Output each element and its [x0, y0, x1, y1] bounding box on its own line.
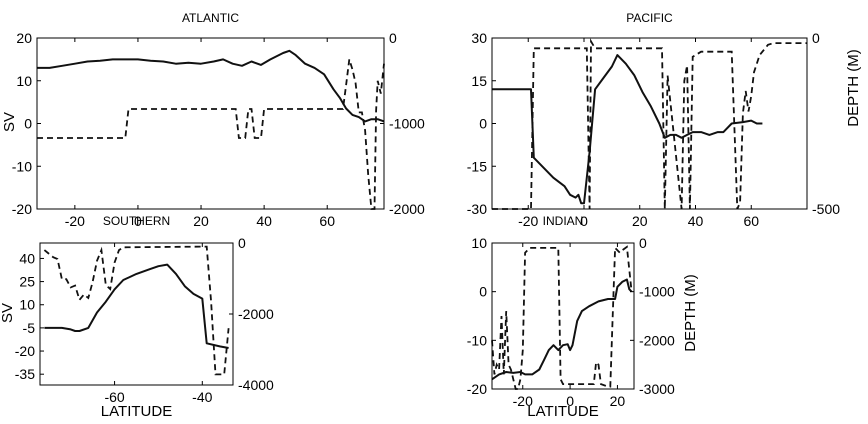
- southern-x-tick-label: -60: [104, 389, 124, 405]
- atlantic-y-tick-label: -10: [12, 158, 32, 174]
- southern-y-tick-label: 40: [19, 250, 35, 266]
- pacific-depth-line: [492, 38, 807, 210]
- atlantic-transport-line: [37, 49, 385, 123]
- atlantic-depth-line: [37, 59, 385, 210]
- atlantic-x-tick-label: 40: [256, 213, 272, 229]
- pacific-y-tick-label: 30: [471, 30, 487, 46]
- pacific-y-tick-label: -30: [467, 201, 487, 217]
- atlantic-y-tick-label: 0: [24, 116, 32, 132]
- southern-y-tick-label: 25: [19, 274, 35, 290]
- pacific-x-tick-label: 0: [580, 213, 588, 229]
- pacific-y-tick-label: -15: [467, 158, 487, 174]
- pacific-x-tick-label: 60: [743, 213, 759, 229]
- southern-y-tick-label: -20: [15, 343, 35, 359]
- southern-y-tick-label: -35: [15, 366, 35, 382]
- indian-y-tick-label: 10: [471, 235, 487, 251]
- indian-y-right-tick-label: -1000: [639, 284, 675, 300]
- southern-y-right-tick-label: -4000: [238, 377, 274, 393]
- atlantic-y-tick-label: -20: [12, 201, 32, 217]
- indian-x-axis-label: LATITUDE: [527, 403, 598, 420]
- atlantic-plot-frame: [36, 37, 385, 210]
- indian-y-right-tick-label: 0: [639, 235, 647, 251]
- pacific-y-right-tick-label: -500: [812, 201, 840, 217]
- indian-x-tick-label: -20: [513, 393, 533, 409]
- southern-transport-line: [44, 263, 229, 349]
- indian-y-right-axis-label: DEPTH (M): [682, 274, 699, 352]
- southern-y-right-tick-label: 0: [238, 235, 246, 251]
- southern-y-tick-label: -5: [23, 320, 36, 336]
- atlantic-y-axis-label: SV: [1, 112, 18, 132]
- indian-plot-frame: [491, 242, 635, 390]
- indian-y-tick-label: 0: [479, 284, 487, 300]
- pacific-x-tick-label: 20: [632, 213, 648, 229]
- atlantic-x-tick-label: 60: [319, 213, 335, 229]
- pacific-y-tick-label: 0: [479, 116, 487, 132]
- atlantic-y-tick-label: 10: [16, 73, 32, 89]
- southern-x-axis-label: LATITUDE: [101, 403, 172, 420]
- pacific-y-tick-label: 15: [471, 73, 487, 89]
- atlantic-x-tick-label: -20: [65, 213, 85, 229]
- indian-transport-line: [491, 278, 633, 381]
- atlantic-y-right-tick-label: -2000: [389, 201, 425, 217]
- southern-depth-line: [43, 245, 230, 376]
- pacific-x-tick-label: -20: [518, 213, 538, 229]
- pacific-title: PACIFIC: [626, 11, 673, 25]
- atlantic-x-tick-label: 20: [193, 213, 209, 229]
- pacific-x-tick-label: 40: [688, 213, 704, 229]
- indian-y-tick-label: -20: [467, 381, 487, 397]
- pacific-y-right-tick-label: 0: [812, 30, 820, 46]
- southern-x-tick-label: -40: [192, 389, 212, 405]
- atlantic-y-right-tick-label: 0: [389, 30, 397, 46]
- southern-y-right-tick-label: -2000: [238, 306, 274, 322]
- southern-y-tick-label: 10: [19, 297, 35, 313]
- atlantic-y-right-tick-label: -1000: [389, 116, 425, 132]
- indian-y-right-tick-label: -3000: [639, 381, 675, 397]
- atlantic-y-tick-label: 20: [16, 30, 32, 46]
- atlantic-title: ATLANTIC: [182, 11, 239, 25]
- southern-y-axis-label: SV: [0, 303, 16, 323]
- atlantic-x-tick-label: 0: [134, 213, 142, 229]
- southern-title: SOUTHERN: [103, 214, 170, 228]
- pacific-y-right-axis-label: DEPTH (M): [845, 49, 862, 127]
- indian-title: INDIAN: [543, 214, 584, 228]
- pacific-transport-line: [492, 54, 763, 205]
- indian-depth-line: [491, 245, 633, 390]
- indian-y-tick-label: -10: [467, 332, 487, 348]
- indian-y-right-tick-label: -2000: [639, 332, 675, 348]
- indian-x-tick-label: 0: [566, 393, 574, 409]
- indian-x-tick-label: 20: [610, 393, 626, 409]
